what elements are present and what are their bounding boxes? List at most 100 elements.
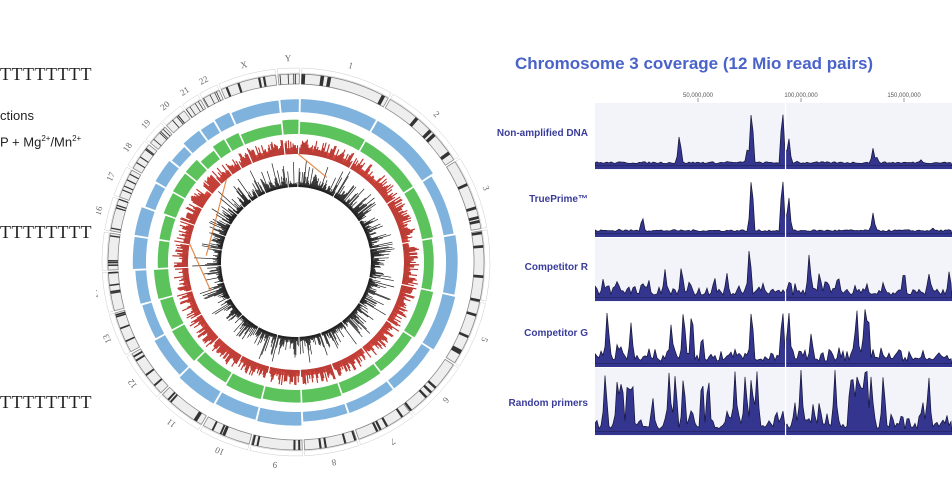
ideogram-dark-band	[457, 183, 468, 190]
blue-track	[280, 99, 299, 113]
green-track	[163, 193, 185, 218]
red-track-dark	[301, 364, 336, 385]
ideogram-dark-band	[404, 401, 413, 412]
ideogram-dark-band	[418, 389, 428, 399]
blue-track	[154, 335, 189, 375]
ideogram-ticks	[218, 68, 276, 89]
link-line	[205, 179, 228, 256]
link-line	[189, 243, 212, 292]
ideogram-dark-band	[110, 289, 121, 293]
chromosome-label: 4	[495, 263, 496, 268]
ideogram-dark-band	[193, 411, 201, 421]
blue-track	[179, 367, 221, 404]
ideogram-dark-band	[256, 435, 261, 447]
chromosome-1: 1	[298, 60, 392, 197]
blue-track	[171, 147, 192, 168]
black-track-lines	[211, 299, 242, 321]
ideogram-dark-band	[295, 74, 297, 85]
ideogram-dark-band	[109, 235, 120, 238]
ideogram-ticks	[249, 445, 303, 457]
ideogram-dark-band	[118, 198, 129, 204]
chromosome-18: 18	[121, 140, 238, 225]
ideogram-dark-band	[469, 297, 481, 303]
green-track	[200, 150, 220, 170]
chromosome-label: 5	[479, 336, 490, 344]
black-track-base	[241, 314, 259, 329]
ideogram-ticks	[455, 302, 486, 367]
ideogram-dark-band	[422, 129, 432, 139]
ideogram-band	[384, 98, 455, 166]
ideogram-dark-band	[319, 75, 325, 87]
chromosome-label: 20	[158, 99, 172, 113]
black-track-lines	[192, 248, 221, 267]
chromosome-Y: Y	[277, 53, 300, 188]
red-track-dark	[189, 315, 219, 347]
chromosome-6: 6	[342, 302, 459, 416]
ideogram-dark-band	[377, 94, 386, 106]
ideogram-dark-band	[466, 206, 477, 212]
chromosome-13: 13	[101, 282, 231, 355]
black-track-base	[359, 278, 372, 304]
cofactor-text: P + Mg2+/Mn2+	[0, 134, 81, 149]
ideogram-band	[132, 144, 158, 174]
black-track-base	[258, 327, 278, 337]
red-track-dark	[212, 338, 242, 367]
blue-track	[134, 207, 155, 238]
ideogram-dark-band	[115, 313, 126, 318]
chromosome-label: 8	[330, 457, 337, 468]
ideogram-dark-band	[160, 131, 169, 139]
red-track-lines	[173, 267, 192, 292]
charge-sup-2: 2+	[72, 134, 82, 143]
black-track-lines	[233, 315, 258, 340]
red-track-dark	[387, 285, 417, 327]
blue-track	[183, 130, 207, 154]
black-track-lines	[260, 163, 288, 193]
coverage-baseline	[595, 166, 952, 169]
ideogram-ticks	[126, 353, 161, 398]
red-track-lines	[172, 243, 190, 268]
ideogram-dark-band	[287, 74, 289, 85]
ideogram-ticks	[455, 158, 488, 229]
ideogram-dark-band	[169, 393, 178, 403]
ideogram-dark-band	[153, 138, 162, 147]
track-background	[595, 103, 952, 170]
cofactor-mid: /Mn	[50, 134, 73, 150]
green-track	[282, 119, 299, 135]
chromosome-20: 20	[158, 99, 252, 208]
blue-track	[346, 381, 393, 413]
ideogram-dark-band	[186, 109, 193, 118]
chromosome-10: 10	[200, 327, 278, 458]
chromosome-label: 17	[104, 170, 117, 183]
black-track-lines	[201, 232, 225, 250]
black-track-base	[219, 250, 222, 266]
chromosome-X: X	[218, 59, 288, 194]
black-track-lines	[342, 303, 374, 338]
black-track-lines	[370, 246, 395, 282]
red-track-dark	[299, 139, 355, 168]
ideogram-band	[114, 309, 141, 353]
ideogram-dark-band	[326, 76, 332, 88]
chromosome-label: 18	[121, 140, 135, 153]
ideogram-dark-band	[115, 311, 126, 316]
ideogram-ticks	[157, 394, 202, 430]
ideogram-dark-band	[237, 82, 243, 93]
black-track-lines	[199, 282, 230, 304]
ideogram-dark-band	[176, 116, 184, 125]
red-track-dark	[172, 244, 190, 267]
chromosome-14: 14	[96, 266, 224, 313]
ideogram-dark-band	[195, 412, 203, 422]
ideogram-dark-band	[136, 162, 146, 169]
ideogram-dark-band	[194, 103, 201, 112]
green-track	[185, 159, 207, 181]
coverage-area	[595, 250, 952, 299]
coverage-baseline	[595, 432, 952, 435]
chromosome-label: 13	[101, 332, 114, 345]
chromosome-label: 7	[388, 436, 397, 447]
red-track-dark	[238, 356, 269, 378]
chromosome-label: 10	[213, 445, 226, 458]
instructions-text: ctions	[0, 108, 34, 123]
ideogram-dark-band	[458, 331, 469, 339]
ideogram-dark-band	[341, 433, 347, 444]
ideogram-dark-band	[197, 101, 204, 111]
coverage-track	[595, 302, 952, 368]
